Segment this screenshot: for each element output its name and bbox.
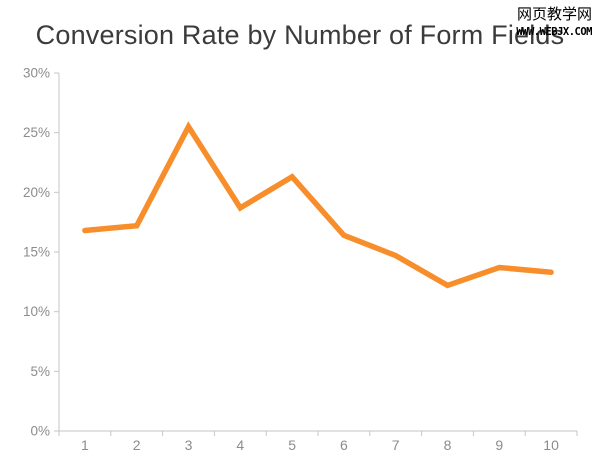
x-axis-label: 5 [288,437,296,453]
y-axis-label: 25% [23,125,50,140]
y-axis-label: 10% [23,304,50,319]
y-axis-label: 20% [23,185,50,200]
x-axis-label: 9 [495,437,503,453]
y-axis-label: 15% [23,245,50,260]
x-axis-label: 8 [444,437,452,453]
x-axis-label: 7 [392,437,400,453]
x-axis-label: 10 [543,437,559,453]
y-axis-label: 0% [30,424,50,439]
watermark-site-url: www.webjx.com [516,26,592,38]
x-axis-label: 6 [340,437,348,453]
y-axis-label: 30% [23,66,50,81]
watermark: 网页教学网 www.webjx.com [516,6,592,38]
x-axis-label: 2 [133,437,141,453]
chart-title: Conversion Rate by Number of Form Fields [35,20,565,50]
series-line [82,121,554,289]
x-axis-label: 1 [81,437,89,453]
x-axis-label: 4 [236,437,244,453]
watermark-site-name: 网页教学网 [516,6,592,23]
y-axis-label: 5% [30,364,50,379]
x-axis-label: 3 [185,437,193,453]
